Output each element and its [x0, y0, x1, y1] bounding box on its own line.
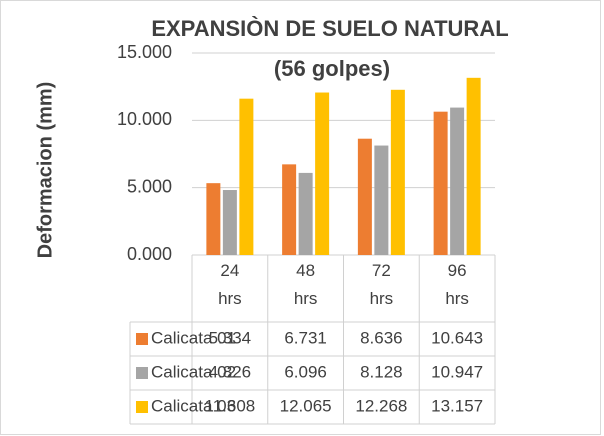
table-value: 13.157 — [431, 396, 483, 415]
table-value: 12.268 — [355, 396, 407, 415]
bar — [239, 98, 254, 256]
chart-subtitle: (56 golpes) — [274, 56, 390, 81]
table-value: 10.947 — [431, 362, 483, 381]
x-tick-label: 48 hrs — [294, 261, 318, 308]
bar — [433, 111, 448, 256]
legend-label: Calicata 01 — [151, 328, 236, 347]
y-axis-label: Deformacion (mm) — [34, 82, 56, 259]
y-tick-label: 0.000 — [127, 244, 172, 264]
bar — [298, 172, 313, 255]
x-tick-label: 72 hrs — [370, 261, 394, 308]
y-tick-label: 5.000 — [127, 176, 172, 196]
bar — [206, 183, 221, 255]
table-value: 6.731 — [284, 328, 327, 347]
bar — [222, 190, 237, 255]
table-value: 12.065 — [280, 396, 332, 415]
bar — [282, 164, 297, 255]
x-tick-label: 24 hrs — [218, 261, 242, 308]
x-tick-label: 96 hrs — [445, 261, 469, 308]
y-tick-label: 15.000 — [117, 42, 172, 62]
legend-label: Calicata 02 — [151, 362, 236, 381]
legend-label: Calicata 03 — [151, 396, 236, 415]
table-value: 10.643 — [431, 328, 483, 347]
table-value: 8.636 — [360, 328, 403, 347]
legend-key — [136, 333, 148, 345]
bar — [357, 138, 372, 255]
table-value: 5.334 — [209, 328, 252, 347]
table-value: 8.128 — [360, 362, 403, 381]
bar — [315, 92, 330, 256]
bar — [374, 145, 389, 255]
table-value: 11.608 — [205, 396, 256, 415]
legend-key — [136, 401, 148, 413]
bar — [450, 107, 465, 255]
table-value: 6.096 — [284, 362, 327, 381]
y-tick-label: 10.000 — [117, 109, 172, 129]
bar — [390, 89, 405, 256]
legend-key — [136, 367, 148, 379]
bar — [466, 77, 481, 256]
chart-title: EXPANSIÒN DE SUELO NATURAL — [151, 16, 508, 41]
table-value: 4.826 — [209, 362, 252, 381]
